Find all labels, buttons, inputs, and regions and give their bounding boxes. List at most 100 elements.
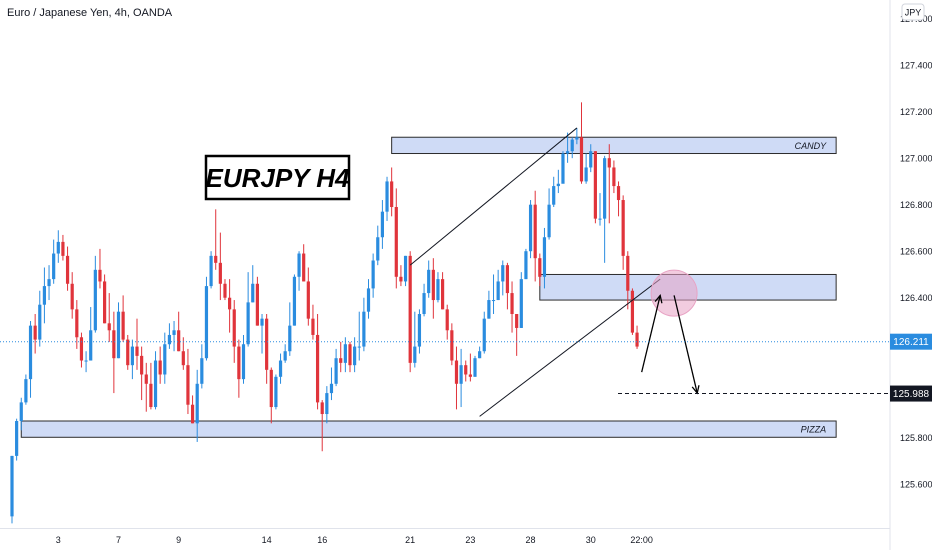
- zone-label: CANDY: [795, 141, 828, 151]
- candles-layer: [10, 102, 639, 524]
- candle-body: [98, 269, 102, 282]
- candle-body: [505, 265, 510, 294]
- candle-body: [385, 181, 389, 212]
- zone-candy-box[interactable]: [391, 136, 837, 155]
- candle-body: [547, 204, 551, 238]
- candle-body: [445, 309, 449, 331]
- candle-body: [538, 258, 542, 277]
- time-tick-label: 7: [116, 535, 121, 545]
- candle-body: [325, 393, 329, 415]
- trendline[interactable]: [409, 127, 578, 266]
- candle-body: [556, 183, 560, 187]
- candle-body: [593, 151, 597, 219]
- time-tick-label: 30: [586, 535, 596, 545]
- price-tick-label: 125.600: [900, 479, 932, 489]
- currency-badge-label: JPY: [905, 8, 922, 18]
- arrowhead: [654, 293, 663, 304]
- candle-body: [288, 325, 292, 352]
- candle-body: [552, 186, 556, 205]
- candle-body: [218, 262, 222, 284]
- candle-body: [232, 309, 236, 347]
- price-tick-label: 126.400: [900, 293, 932, 303]
- candle-body: [413, 346, 417, 363]
- candle-body: [75, 309, 79, 338]
- candle-body: [265, 318, 269, 370]
- candle-body: [302, 253, 306, 282]
- candle-body: [570, 139, 574, 152]
- symbol-title: Euro / Japanese Yen, 4h, OANDA: [7, 7, 173, 19]
- candle-body: [371, 260, 375, 289]
- candle-body: [524, 251, 528, 280]
- candle-body: [390, 181, 394, 208]
- projection-segment: [673, 295, 698, 394]
- candle-body: [515, 314, 519, 328]
- candle-body: [635, 332, 639, 347]
- candle-body: [329, 383, 334, 394]
- current-price-badge: [890, 333, 932, 350]
- candle-body: [339, 358, 343, 363]
- candle-body: [612, 167, 616, 187]
- candle-body: [38, 304, 42, 340]
- candle-body: [630, 290, 635, 333]
- candle-body: [121, 311, 125, 340]
- candle-body: [130, 346, 134, 366]
- candle-body: [343, 344, 347, 363]
- candle-body: [181, 351, 185, 366]
- candle-body: [15, 421, 19, 456]
- candle-body: [533, 204, 537, 259]
- candle-body: [241, 344, 246, 380]
- candle-body: [251, 283, 255, 303]
- price-tick-label: 125.800: [900, 433, 932, 443]
- annotation-title: EURJPY H4: [205, 163, 350, 193]
- candle-body: [450, 330, 454, 361]
- candle-body: [163, 344, 167, 375]
- candle-body: [380, 211, 384, 238]
- candle-body: [52, 253, 56, 280]
- candle-body: [528, 204, 533, 252]
- candle-body: [79, 337, 84, 361]
- candle-body: [158, 360, 162, 375]
- candle-body: [459, 365, 463, 384]
- candle-body: [561, 153, 565, 184]
- candle-body: [311, 318, 315, 335]
- candle-body: [61, 241, 65, 256]
- candle-body: [501, 265, 505, 282]
- candle-body: [274, 376, 278, 408]
- candle-body: [417, 314, 422, 347]
- candle-body: [278, 360, 283, 377]
- candle-body: [140, 355, 144, 375]
- current-price-label: 126.211: [893, 337, 929, 348]
- candle-body: [195, 383, 199, 424]
- candle-body: [491, 300, 496, 302]
- candle-body: [626, 255, 630, 291]
- candle-body: [440, 279, 445, 310]
- candle-body: [297, 253, 301, 277]
- candle-body: [394, 207, 398, 277]
- currency-badge[interactable]: JPY: [901, 3, 925, 21]
- candle-body: [348, 344, 352, 366]
- candle-body: [598, 218, 602, 220]
- candle-body: [56, 241, 60, 254]
- candle-body: [542, 237, 547, 277]
- trendline[interactable]: [479, 278, 661, 417]
- candle-body: [473, 358, 477, 377]
- price-tick-label: 127.400: [900, 61, 932, 71]
- candle-body: [19, 402, 23, 422]
- annotation-title-box[interactable]: EURJPY H4: [204, 154, 351, 201]
- candle-body: [269, 369, 273, 408]
- candle-body: [315, 334, 320, 403]
- candle-body: [116, 311, 121, 359]
- candle-body: [135, 346, 139, 356]
- candle-body: [579, 137, 584, 182]
- candle-body: [33, 325, 37, 340]
- candle-body: [496, 281, 500, 301]
- zone-pizza-box[interactable]: [20, 420, 837, 438]
- price-tick-label: 126.600: [900, 247, 932, 257]
- candle-body: [422, 293, 426, 315]
- candle-body: [93, 269, 97, 331]
- trendlines-layer: [409, 127, 661, 417]
- candle-body: [112, 330, 116, 359]
- candle-body: [353, 346, 357, 366]
- candle-body: [320, 402, 324, 415]
